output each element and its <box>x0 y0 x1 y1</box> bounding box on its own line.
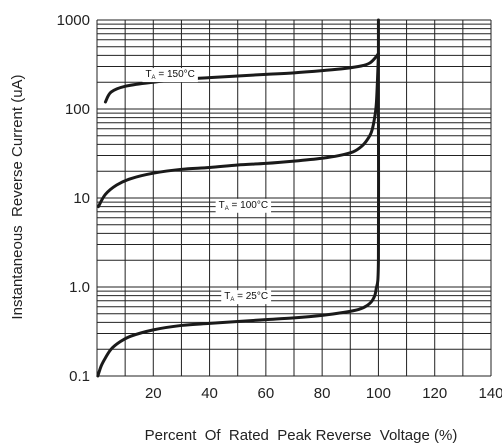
series-label-background <box>221 290 272 305</box>
y-tick-label: 100 <box>65 101 90 118</box>
y-tick-label: 1000 <box>57 12 90 29</box>
x-tick-label: 120 <box>422 385 447 402</box>
x-tick-label: 140 <box>478 385 502 402</box>
series-label-100c: TA = 100°C <box>219 200 268 212</box>
grid-layer <box>96 19 492 377</box>
y-axis-label: Instantaneous Reverse Current (uA) <box>9 74 26 319</box>
label-layer: TA = 150°C TA = 100°C TA = 25°C <box>142 68 272 305</box>
series-label-25c: TA = 25°C <box>224 291 268 303</box>
curve-100c <box>96 53 380 209</box>
curve-150c <box>103 52 380 104</box>
y-tick-label: 0.1 <box>69 368 90 385</box>
x-tick-label: 100 <box>366 385 391 402</box>
series-label-150c: TA = 150°C <box>145 69 194 81</box>
x-tick-label: 40 <box>201 385 218 402</box>
series-label-background <box>142 68 198 83</box>
x-tick-label: 60 <box>258 385 275 402</box>
x-tick-label: 20 <box>145 385 162 402</box>
curve-layer <box>96 18 381 378</box>
series-label-background <box>215 198 272 213</box>
x-tick-label: 80 <box>314 385 331 402</box>
x-axis-label: Percent Of Rated Peak Reverse Voltage (%… <box>145 427 458 444</box>
curve-25c <box>96 18 381 378</box>
y-tick-label: 10 <box>73 190 90 207</box>
tick-layer: 20 40 60 80 100 120 140 0.1 1.0 10 100 1000 <box>57 12 502 402</box>
y-tick-label: 1.0 <box>69 279 90 296</box>
